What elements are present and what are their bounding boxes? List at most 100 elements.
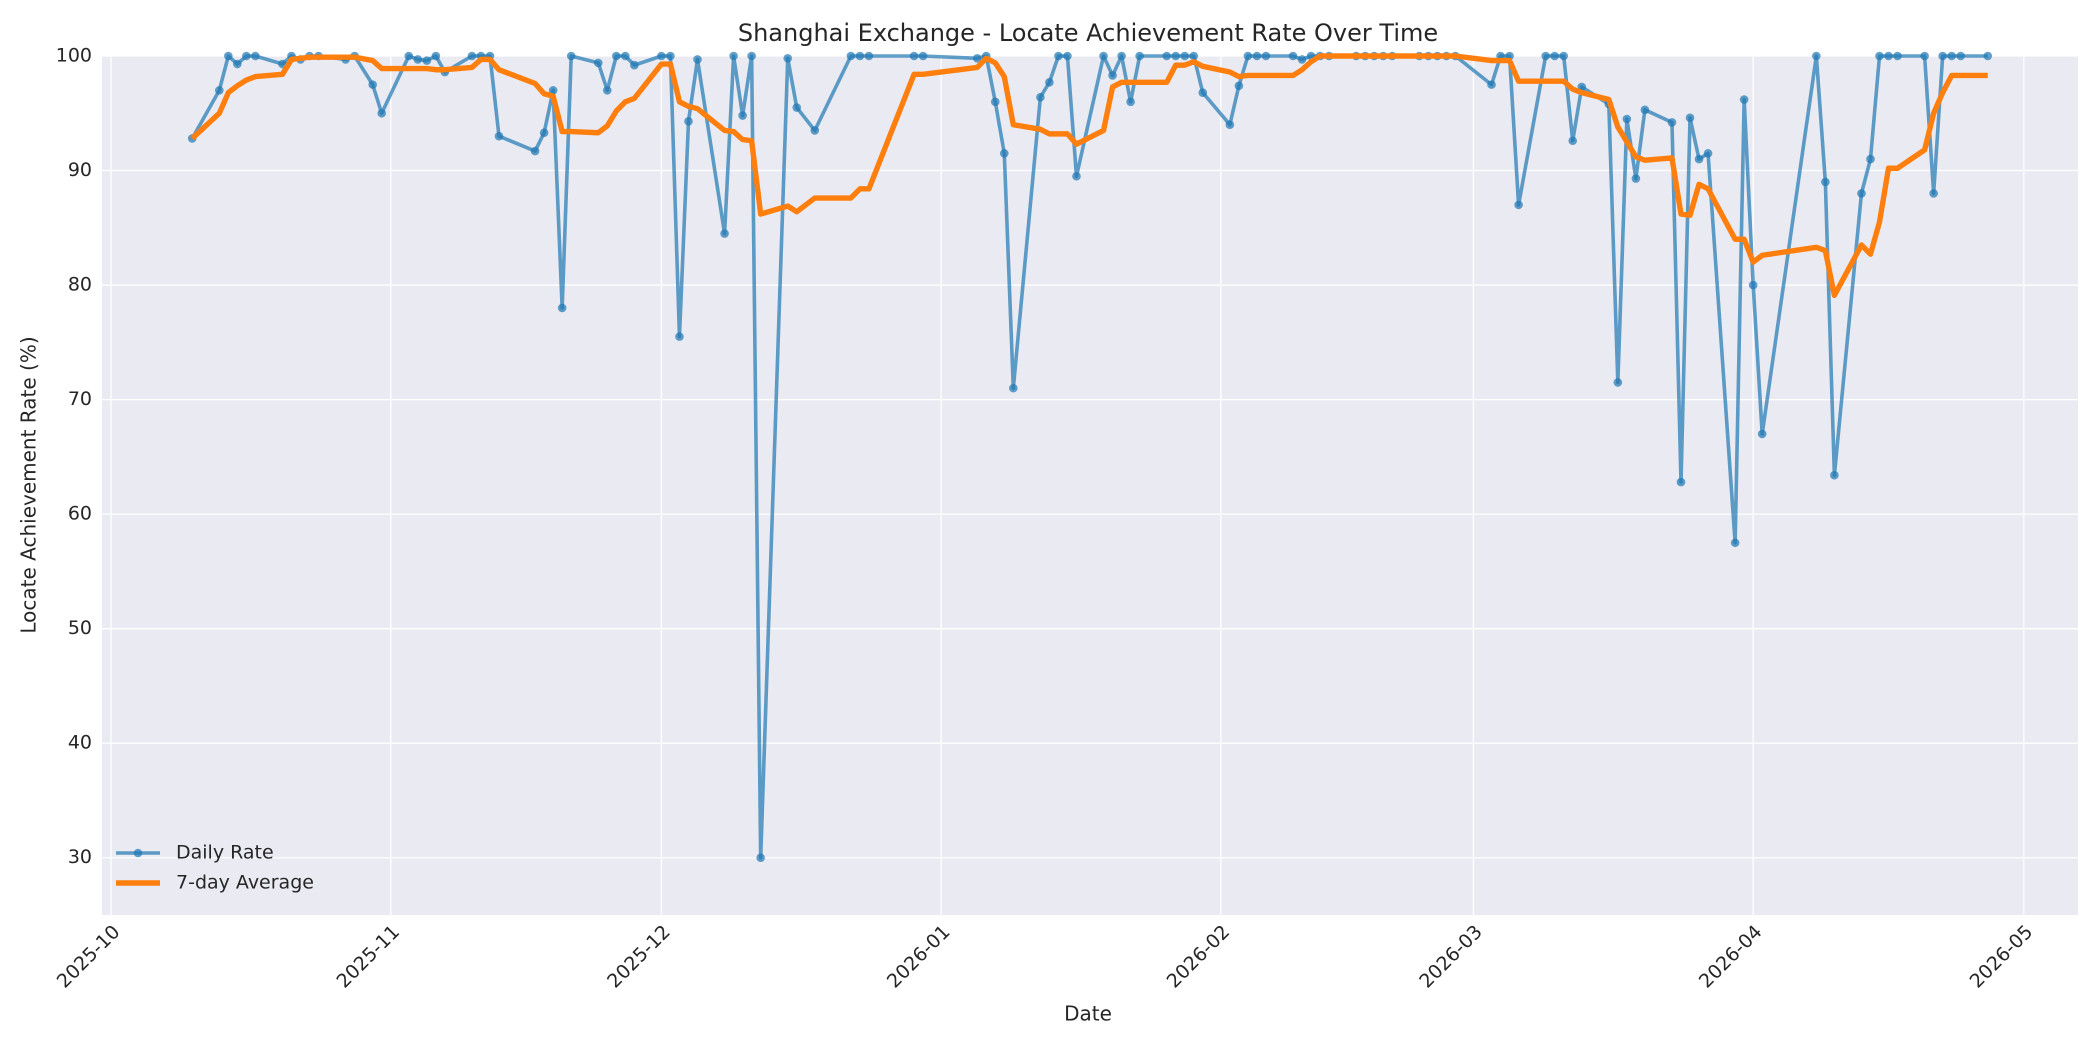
data-point (1261, 51, 1271, 61)
data-point (1108, 71, 1117, 80)
data-point (864, 51, 874, 61)
data-point (1920, 51, 1929, 61)
data-point (242, 51, 251, 61)
series (190, 53, 1988, 299)
plot-area (102, 56, 2078, 915)
data-point (539, 128, 549, 138)
legend-item: 7-day Average (116, 872, 314, 894)
data-point (1730, 538, 1740, 548)
chart-title: Shanghai Exchange - Locate Achievement R… (738, 19, 1438, 47)
data-point (1929, 189, 1938, 198)
legend-marker (133, 848, 143, 858)
data-point (413, 55, 423, 64)
data-point (1189, 51, 1199, 61)
data-point (1117, 51, 1126, 61)
x-tick-label: 2026-05 (1966, 921, 2038, 993)
data-point (1893, 51, 1902, 61)
data-point (1550, 51, 1559, 61)
data-point (1036, 92, 1045, 102)
data-point (1866, 154, 1875, 164)
data-point (1622, 114, 1632, 124)
data-point (1739, 95, 1749, 104)
data-point (494, 131, 504, 141)
data-point (1225, 120, 1235, 130)
data-point (1956, 51, 1966, 61)
data-point (909, 51, 919, 61)
data-point (1243, 51, 1253, 61)
data-point (756, 853, 765, 863)
data-point (630, 60, 639, 70)
legend-label: 7-day Average (176, 872, 314, 894)
data-point (1180, 51, 1190, 61)
data-point (1884, 51, 1893, 61)
data-point (566, 51, 576, 61)
y-tick-label: 50 (68, 617, 92, 639)
data-point (1983, 51, 1993, 61)
series (187, 51, 1993, 863)
data-point (783, 53, 793, 63)
data-point (1703, 149, 1713, 158)
data-line (190, 53, 1988, 299)
legend-item: Daily Rate (116, 842, 274, 864)
data-point (224, 51, 233, 61)
data-point (1875, 51, 1884, 61)
data-point (1694, 154, 1704, 164)
data-point (693, 55, 702, 64)
data-point (684, 116, 693, 126)
data-point (1063, 51, 1072, 61)
data-point (1252, 51, 1262, 61)
data-point (557, 303, 567, 313)
data-point (251, 51, 260, 61)
x-tick-label: 2026-01 (883, 921, 955, 993)
data-point (1640, 105, 1650, 115)
data-point (747, 51, 756, 61)
y-tick-label: 70 (68, 388, 92, 410)
data-point (1613, 378, 1623, 387)
data-point (1514, 200, 1523, 210)
data-point (1568, 136, 1578, 146)
data-point (1487, 80, 1496, 89)
data-point (233, 59, 242, 69)
data-point (1947, 51, 1956, 61)
data-point (1821, 177, 1830, 187)
data-point (368, 80, 377, 89)
x-axis-label: Date (1064, 1002, 1112, 1026)
y-tick-label: 90 (68, 159, 92, 181)
data-point (214, 86, 224, 95)
data-point (1072, 171, 1081, 181)
data-point (621, 51, 630, 61)
data-point (1234, 81, 1244, 91)
data-point (1857, 189, 1866, 198)
data-point (846, 51, 856, 61)
data-point (972, 53, 982, 63)
data-point (990, 97, 1000, 107)
data-point (1198, 88, 1208, 97)
data-point (1126, 97, 1135, 107)
data-point (1757, 429, 1767, 439)
y-tick-label: 80 (68, 274, 92, 296)
data-point (1288, 51, 1298, 61)
data-point (1171, 51, 1181, 61)
data-point (810, 126, 820, 135)
data-point (548, 86, 558, 95)
x-tick-label: 2025-12 (603, 921, 675, 993)
data-point (1830, 470, 1839, 480)
data-point (1667, 118, 1677, 127)
x-tick-label: 2025-10 (53, 921, 125, 993)
y-tick-label: 60 (68, 503, 92, 525)
data-point (1676, 477, 1686, 487)
data-point (1938, 51, 1947, 61)
data-point (1135, 51, 1144, 61)
legend-label: Daily Rate (176, 842, 274, 864)
data-point (602, 86, 612, 95)
data-point (1099, 51, 1108, 61)
data-point (675, 332, 684, 341)
data-point (738, 111, 747, 120)
data-point (855, 51, 865, 61)
y-tick-label: 40 (68, 732, 92, 754)
data-point (404, 51, 414, 61)
data-point (593, 58, 603, 68)
y-axis-label: Locate Achievement Rate (%) (17, 336, 41, 633)
